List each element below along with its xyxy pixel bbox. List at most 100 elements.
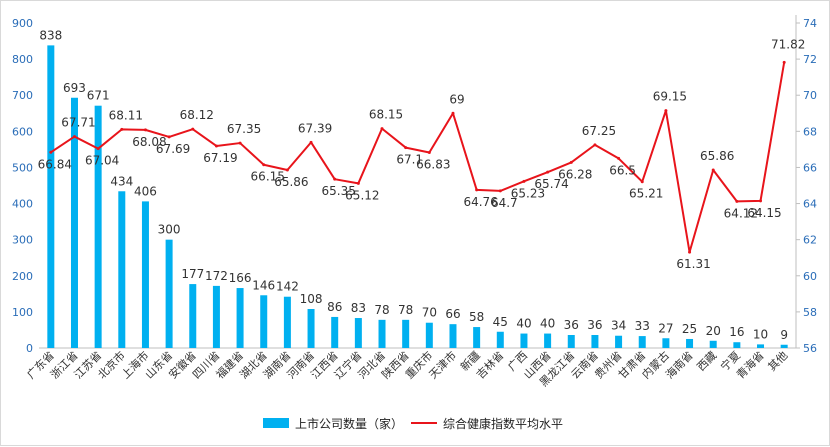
bar (638, 336, 646, 348)
line-point (593, 143, 597, 147)
x-category-label: 海南省 (662, 348, 695, 381)
bar-value-label: 78 (374, 303, 389, 317)
bar-value-label: 146 (252, 278, 275, 292)
line-point (214, 144, 218, 148)
line-series-path (50, 62, 786, 254)
y-left-tick-label: 600 (12, 125, 33, 138)
y-left-tick-label: 700 (12, 89, 33, 102)
bar-value-label: 406 (134, 184, 157, 198)
line-value-label: 64.15 (747, 206, 781, 220)
bar-value-label: 36 (564, 318, 579, 332)
bar-value-label: 58 (469, 310, 484, 324)
y-left-tick-label: 800 (12, 53, 33, 66)
y-right-tick-label: 60 (803, 270, 817, 283)
line-point (380, 127, 384, 131)
line-value-label: 65.86 (700, 149, 734, 163)
bar-value-label: 27 (658, 321, 673, 335)
line-value-label: 66.28 (558, 167, 592, 181)
line-value-label: 67.25 (582, 124, 616, 138)
line-point (569, 160, 573, 164)
line-value-label: 65.21 (629, 187, 663, 201)
bar-value-label: 34 (611, 319, 626, 333)
line-point (451, 111, 455, 115)
bar-value-label: 838 (39, 28, 62, 42)
bar (118, 191, 126, 348)
y-left-tick-label: 900 (12, 17, 33, 30)
line-value-label: 65.86 (274, 175, 308, 189)
x-category-label: 吉林省 (473, 348, 506, 381)
bar (496, 331, 504, 348)
y-left-tick-label: 0 (26, 342, 33, 355)
bar (47, 45, 55, 349)
line-value-label: 69 (449, 92, 464, 106)
line-point (333, 177, 337, 181)
bar (94, 105, 102, 348)
bar-value-label: 434 (110, 174, 133, 188)
bar-value-label: 300 (158, 223, 181, 237)
y-left-tick-label: 100 (12, 306, 33, 319)
bar-value-label: 693 (63, 81, 86, 95)
line-point (664, 109, 668, 113)
line-value-label: 67.39 (298, 121, 332, 135)
bar-value-label: 9 (780, 328, 788, 342)
line-value-label: 65.23 (511, 186, 545, 200)
bar (567, 335, 575, 348)
line-value-label: 65.74 (534, 177, 568, 191)
line-value-label: 67.71 (61, 116, 95, 130)
bar (757, 344, 765, 348)
y-left-tick-label: 300 (12, 234, 33, 247)
line-value-label: 61.31 (676, 257, 710, 271)
bar-value-label: 108 (300, 292, 323, 306)
bar (709, 340, 717, 348)
bar (378, 319, 386, 348)
line-point (262, 163, 266, 167)
bar (189, 284, 197, 348)
line-point (475, 188, 479, 192)
bar (686, 338, 694, 348)
line-point (427, 150, 431, 154)
bar (544, 333, 552, 348)
y-right-tick-label: 66 (803, 161, 817, 174)
line-point (49, 150, 53, 154)
bar-value-label: 177 (181, 267, 204, 281)
bar (425, 322, 433, 348)
line-value-label: 68.12 (180, 108, 214, 122)
bar-value-label: 86 (327, 300, 342, 314)
bar-value-label: 40 (516, 317, 531, 331)
line-point (120, 127, 124, 131)
bar (520, 333, 528, 348)
line-point (167, 135, 171, 139)
bar-value-label: 36 (587, 318, 602, 332)
bar (260, 295, 268, 348)
line-point (143, 128, 147, 132)
line-point (617, 156, 621, 160)
bar (331, 316, 339, 348)
y-right-tick-label: 62 (803, 234, 817, 247)
bar (591, 335, 599, 348)
y-left-tick-label: 400 (12, 198, 33, 211)
bar (402, 319, 410, 348)
bar-value-label: 83 (351, 301, 366, 315)
line-point (404, 146, 408, 150)
line-value-label: 65.35 (322, 184, 356, 198)
y-right-tick-label: 64 (803, 198, 817, 211)
bar (283, 296, 291, 348)
bar (212, 285, 220, 348)
bar (449, 324, 457, 348)
x-category-label: 西藏 (695, 349, 720, 374)
legend-label-bar: 上市公司数量（家） (295, 416, 403, 431)
bar-value-label: 45 (493, 315, 508, 329)
bar-value-label: 10 (753, 327, 768, 341)
bar-value-label: 16 (729, 325, 744, 339)
bar-value-label: 78 (398, 303, 413, 317)
bar-value-label: 671 (87, 89, 110, 103)
legend-label-line: 综合健康指数平均水平 (443, 416, 563, 431)
line-point (285, 168, 289, 172)
line-point (735, 199, 739, 203)
x-category-label: 天津市 (426, 348, 459, 381)
line-value-label: 68.15 (369, 108, 403, 122)
x-category-label: 青海省 (733, 348, 766, 381)
line-value-label: 66.83 (416, 157, 450, 171)
legend-swatch-bar (263, 418, 289, 428)
